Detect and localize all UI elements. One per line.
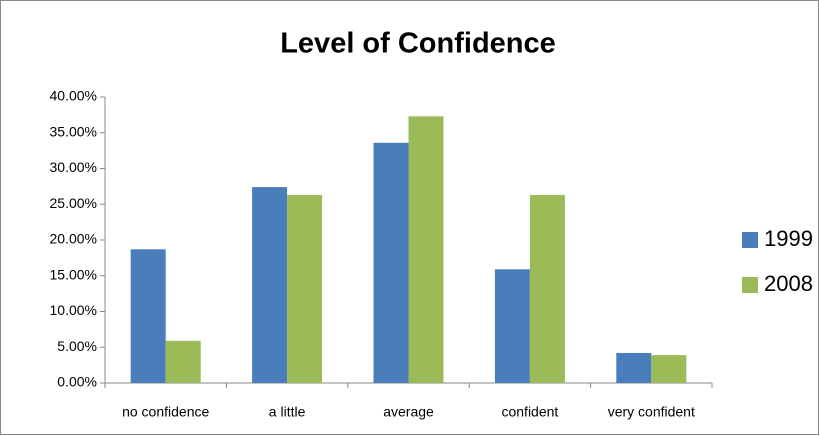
y-tick-label: 20.00% [50,231,97,247]
y-tick-label: 35.00% [50,123,97,139]
chart-title: Level of Confidence [280,28,556,60]
y-tick-label: 15.00% [50,266,97,282]
bar [408,116,444,384]
bar [651,355,687,383]
bar [252,187,288,383]
y-tick-label: 0.00% [57,374,97,390]
bar [373,142,409,383]
x-tick-label: no confidence [122,404,209,420]
bar [287,194,323,383]
y-tick-label: 40.00% [50,88,97,104]
bar [616,352,652,383]
y-tick-label: 5.00% [57,338,97,354]
legend-label: 1999 [764,226,813,251]
legend-label: 2008 [764,271,813,296]
legend-swatch [742,232,758,248]
x-tick-label: average [383,404,434,420]
bar [494,269,530,383]
legend-swatch [742,277,758,293]
bar [130,249,166,383]
y-tick-label: 30.00% [50,159,97,175]
y-tick-label: 25.00% [50,195,97,211]
bar [529,194,565,383]
x-tick-label: very confident [608,404,695,420]
x-tick-label: confident [501,404,558,420]
y-tick-label: 10.00% [50,302,97,318]
x-tick-label: a little [269,404,306,420]
bar [165,340,201,383]
